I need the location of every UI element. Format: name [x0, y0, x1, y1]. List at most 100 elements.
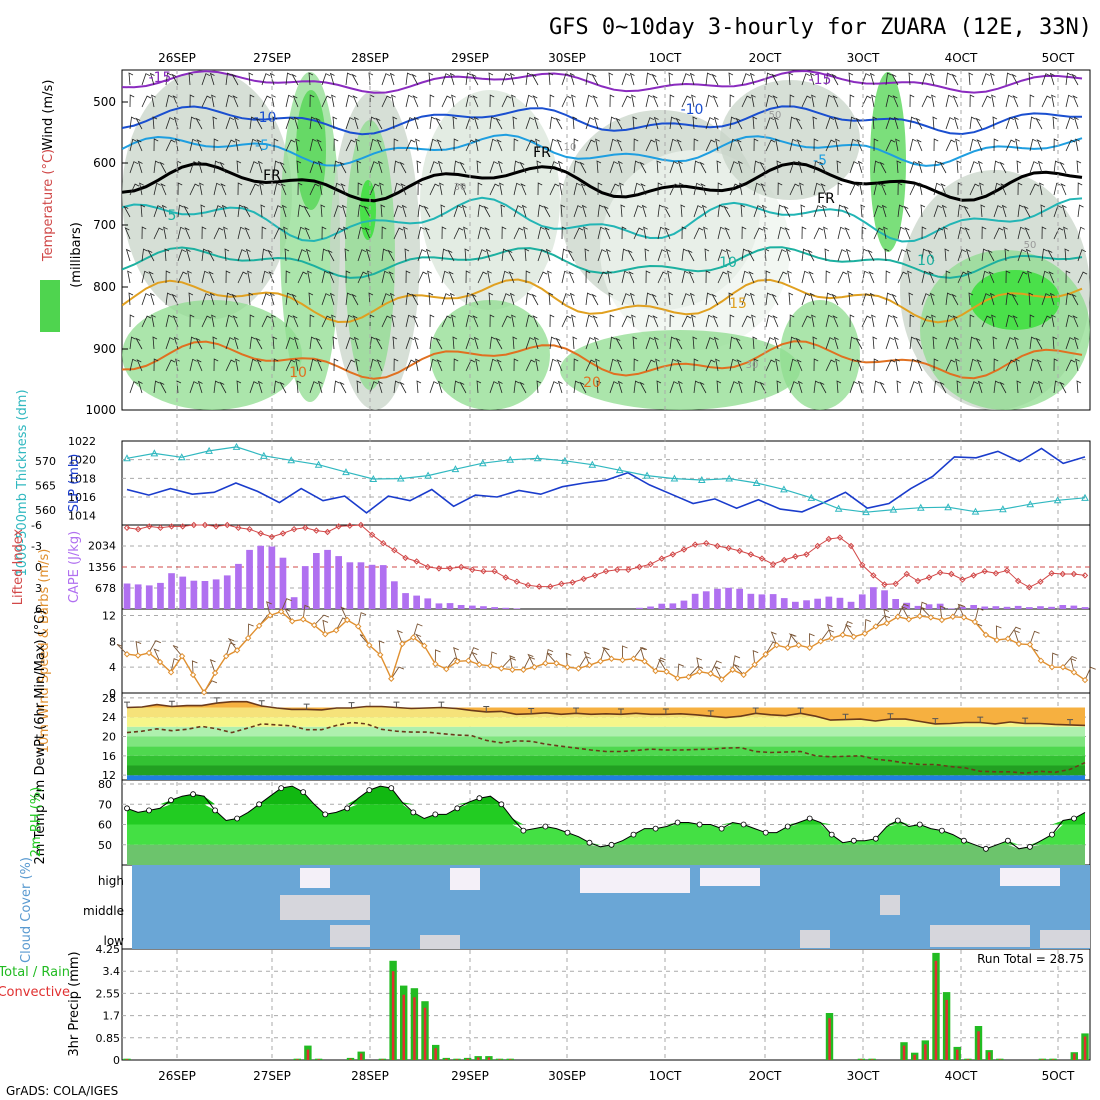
cloud-cover-patch [300, 868, 330, 888]
cape-bar [446, 603, 454, 609]
wind-barb-glyph [321, 293, 331, 306]
wind-barb-glyph [723, 205, 731, 218]
lifted-index-line [126, 524, 1086, 588]
wind-speed-point [938, 616, 946, 624]
wind-barb-glyph [849, 161, 859, 174]
cape-bar [346, 562, 354, 609]
wind-barb-glyph [681, 73, 691, 86]
wind-barb-glyph [220, 183, 227, 196]
wind-barb-glyph [471, 73, 479, 86]
wind-speed-point [355, 623, 362, 630]
wind-barb-glyph [979, 182, 984, 196]
wind-barb-glyph [809, 72, 815, 86]
wind-barb-glyph [488, 72, 494, 86]
wind-barb-glyph [536, 160, 542, 174]
wind-barb-glyph [969, 358, 977, 372]
wind-barb-glyph [753, 160, 760, 174]
wind-barb-glyph [657, 271, 668, 284]
wind-barb-glyph [165, 117, 175, 130]
cape-bar [502, 607, 510, 609]
wind-barb-glyph [201, 73, 211, 86]
rh-point [278, 785, 285, 791]
wind-barb-glyph [869, 292, 875, 306]
wind-barb-glyph [977, 160, 983, 174]
wind-barb-glyph [777, 271, 788, 284]
wind-barb-glyph [933, 227, 944, 240]
wind-barb-glyph [549, 138, 557, 152]
wind-barb-glyph [957, 226, 965, 240]
wind-barb-glyph [693, 358, 699, 372]
wind-barb-glyph [981, 315, 992, 328]
wind-barb-glyph [963, 205, 971, 218]
wind-barb-glyph [753, 205, 763, 218]
lifted-index-point [803, 551, 810, 558]
wind-barb-glyph [369, 314, 375, 328]
wind-barb-glyph [992, 336, 998, 350]
wind-barb-glyph [557, 380, 563, 394]
wind-barb-glyph [153, 138, 159, 152]
temp-max-whisker [168, 700, 175, 707]
wind-barb-glyph [225, 270, 231, 284]
wind-barb-glyph [177, 249, 187, 262]
wind-speed-point [784, 644, 791, 651]
wind-barb-glyph [1051, 314, 1056, 328]
wind-barb-glyph [321, 248, 328, 262]
wind-barb-glyph [691, 94, 696, 108]
wind-barb-glyph [597, 204, 604, 218]
wind-barb-glyph [837, 182, 843, 196]
wind-speed-point [894, 613, 902, 620]
wind-barb-glyph [861, 95, 872, 108]
wind-barb-glyph [441, 270, 449, 284]
wind-barb-glyph [308, 292, 314, 306]
rh-point [586, 839, 593, 846]
wind-barb-glyph [149, 292, 155, 306]
lifted-index-point [1026, 584, 1033, 591]
wind-barb-glyph [569, 72, 575, 86]
wind-speed-point [850, 633, 857, 640]
wind-barb-glyph [389, 292, 395, 306]
cloud-cover-patch [930, 925, 1030, 947]
wind-barb-glyph [501, 293, 511, 306]
wind-barb-glyph [211, 94, 216, 108]
wind-speed-point [773, 641, 780, 649]
wind-barb-glyph [603, 205, 611, 218]
precip-convective-bar [828, 1018, 831, 1060]
wind-speed-point [586, 662, 593, 669]
wind-speed-point [465, 657, 472, 664]
wind-barb-glyph [237, 204, 244, 218]
wind-barb-glyph [345, 270, 351, 284]
wind-barb-glyph [136, 139, 143, 152]
wind-barb-glyph [223, 226, 228, 240]
wind-barb-glyph [380, 204, 386, 218]
cape-bar [324, 549, 331, 609]
wind-speed-point [839, 631, 846, 639]
wind-barb-glyph [1052, 336, 1058, 350]
wind-barb-glyph [1039, 182, 1044, 196]
wind-barb-glyph [932, 336, 938, 350]
wind-barb-glyph [633, 182, 641, 196]
wind-speed-point [377, 651, 384, 659]
wind-barb-glyph [1005, 337, 1015, 350]
temp-tick-label: 20 [102, 731, 116, 744]
wind-barb-glyph [857, 160, 863, 174]
wind-barb-glyph [795, 117, 803, 130]
wind-barb-glyph [293, 116, 299, 130]
wind-barb-glyph [585, 314, 593, 328]
wind-barb-glyph [513, 182, 521, 196]
wind-barb-glyph [717, 182, 723, 196]
wind-barb-glyph [129, 161, 139, 174]
wind-barb-glyph [975, 117, 983, 130]
wind-barb-glyph [428, 292, 434, 306]
cape-bar [290, 597, 298, 609]
wind-barb-glyph [669, 94, 675, 108]
wind-barb-glyph [869, 72, 875, 86]
wind-barb-glyph [955, 358, 960, 372]
wind-barb-glyph [584, 248, 590, 262]
wind-barb-glyph [593, 116, 599, 130]
wind-speed-point [476, 661, 483, 668]
wind-barb-glyph [629, 72, 635, 86]
wind-barb-glyph [981, 73, 991, 86]
wind-barb-glyph [1029, 94, 1035, 108]
wind-barb-glyph [1065, 117, 1075, 130]
wind-barb-glyph [315, 117, 323, 130]
